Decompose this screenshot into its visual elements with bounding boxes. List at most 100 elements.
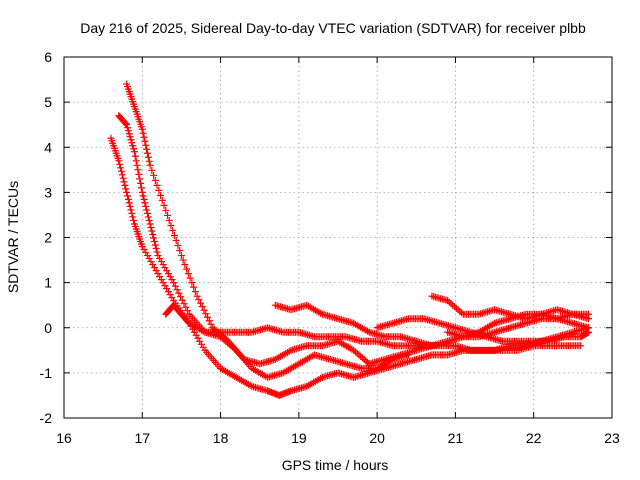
data-point xyxy=(130,216,138,224)
data-point xyxy=(184,307,192,315)
data-point xyxy=(181,261,189,269)
data-point xyxy=(133,161,141,169)
y-tick-label: -1 xyxy=(40,365,53,381)
data-point xyxy=(129,142,137,150)
data-point xyxy=(122,185,130,193)
data-point xyxy=(177,252,185,260)
data-point xyxy=(144,213,152,221)
data-point xyxy=(428,342,436,350)
data-point xyxy=(116,160,124,168)
data-point xyxy=(131,152,139,160)
data-point xyxy=(124,195,132,203)
y-tick-label: 0 xyxy=(44,320,52,336)
data-point xyxy=(121,181,129,189)
data-point xyxy=(153,248,161,256)
y-axis-title: SDTVAR / TECUs xyxy=(5,181,21,293)
data-point xyxy=(130,148,138,156)
series-track-2 xyxy=(107,134,593,399)
data-point xyxy=(151,241,159,249)
data-point xyxy=(162,206,170,214)
y-tick-label: 5 xyxy=(44,94,52,110)
data-point xyxy=(134,166,142,174)
data-point xyxy=(123,188,131,196)
data-point xyxy=(137,179,145,187)
data-point xyxy=(129,213,137,221)
data-point xyxy=(115,157,123,165)
data-point xyxy=(193,292,201,300)
data-point xyxy=(190,283,198,291)
data-point xyxy=(205,317,213,325)
series-track-1 xyxy=(115,112,412,381)
data-point xyxy=(140,133,148,141)
data-point xyxy=(184,270,192,278)
data-point xyxy=(149,230,157,238)
y-tick-label: 1 xyxy=(44,275,52,291)
data-point xyxy=(145,216,153,224)
grid xyxy=(64,57,612,418)
x-tick-label: 17 xyxy=(134,430,150,446)
data-point xyxy=(138,125,146,133)
data-point xyxy=(155,186,163,194)
data-point xyxy=(123,192,131,200)
data-point xyxy=(167,221,175,229)
y-tick-labels: -2 -1 0 1 2 3 4 5 6 xyxy=(40,49,53,426)
data-point xyxy=(178,296,186,304)
axis-ticks xyxy=(63,56,613,419)
series-track-8 xyxy=(444,310,593,341)
data-point xyxy=(146,161,154,169)
data-point xyxy=(139,129,147,137)
data-point xyxy=(127,206,135,214)
data-point xyxy=(128,209,136,217)
data-point xyxy=(183,265,191,273)
data-point xyxy=(138,188,146,196)
data-point xyxy=(125,130,133,138)
y-tick-label: 4 xyxy=(44,139,52,155)
data-point xyxy=(186,274,194,282)
series-track-6 xyxy=(373,315,593,345)
data-marks xyxy=(107,80,593,399)
data-point xyxy=(130,145,138,153)
data-point xyxy=(164,211,172,219)
data-point xyxy=(585,310,593,318)
data-point xyxy=(150,171,158,179)
data-point xyxy=(132,157,140,165)
data-point xyxy=(127,136,135,144)
data-point xyxy=(174,242,182,250)
data-point xyxy=(118,171,126,179)
data-point xyxy=(158,196,166,204)
data-point xyxy=(151,176,159,184)
data-point xyxy=(165,216,173,224)
chart-title: Day 216 of 2025, Sidereal Day-to-day VTE… xyxy=(80,20,586,36)
data-point xyxy=(200,306,208,314)
y-tick-label: -2 xyxy=(40,410,53,426)
data-point xyxy=(144,149,152,157)
data-point xyxy=(169,226,177,234)
x-tick-label: 18 xyxy=(213,430,229,446)
data-point xyxy=(160,201,168,209)
data-point xyxy=(202,310,210,318)
x-axis-title: GPS time / hours xyxy=(282,457,389,473)
data-point xyxy=(172,237,180,245)
data-point xyxy=(179,256,187,264)
data-point xyxy=(143,206,151,214)
y-tick-label: 3 xyxy=(44,184,52,200)
data-point xyxy=(139,192,147,200)
data-point xyxy=(150,238,158,246)
data-point xyxy=(171,282,179,290)
data-point xyxy=(123,121,131,129)
data-point xyxy=(173,286,181,294)
data-point xyxy=(142,202,150,210)
data-point xyxy=(122,120,130,128)
data-point xyxy=(123,124,131,132)
x-tick-label: 22 xyxy=(526,430,542,446)
data-point xyxy=(144,153,152,161)
data-point xyxy=(153,181,161,189)
x-tick-labels: 16 17 18 19 20 21 22 23 xyxy=(56,430,620,446)
data-point xyxy=(152,245,160,253)
data-point xyxy=(145,157,153,165)
data-point xyxy=(143,145,151,153)
data-point xyxy=(117,164,125,172)
data-point xyxy=(204,313,212,321)
data-point xyxy=(207,320,215,328)
data-point xyxy=(148,166,156,174)
